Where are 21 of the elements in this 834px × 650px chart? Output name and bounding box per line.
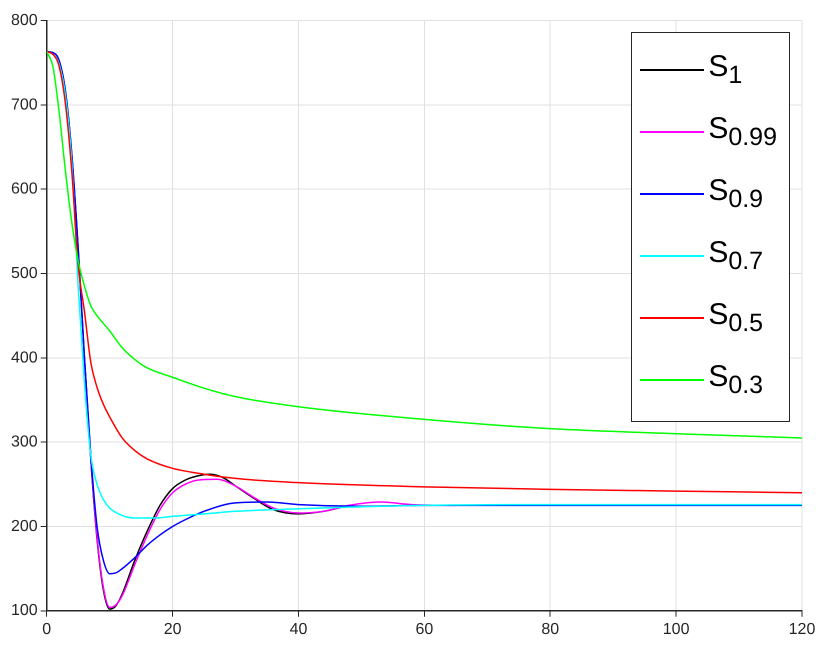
x-tick-label: 40 xyxy=(290,620,308,638)
y-tick-label: 600 xyxy=(10,180,38,198)
y-tick-label: 300 xyxy=(10,434,38,451)
x-tick-label: 120 xyxy=(788,620,816,638)
y-tick-label: 500 xyxy=(10,264,38,282)
legend-label: S$_{0.9}$ xyxy=(708,174,764,214)
x-tick-label: 80 xyxy=(541,620,560,638)
y-tick-label: 400 xyxy=(10,349,38,366)
x-tick-label: 100 xyxy=(662,620,690,638)
y-tick-label: 200 xyxy=(10,518,38,535)
legend-label: S$_{0.5}$ xyxy=(708,298,764,338)
x-tick-label: 0 xyxy=(42,620,52,638)
x-tick-label: 20 xyxy=(164,620,182,638)
legend-label: S$_{0.99}$ xyxy=(708,112,777,152)
x-tick-label: 60 xyxy=(415,620,434,638)
legend-label: S$_{1}$ xyxy=(708,50,742,90)
y-tick-label: 800 xyxy=(10,12,38,30)
legend-label: S$_{0.7}$ xyxy=(708,236,764,276)
y-tick-label: 100 xyxy=(10,602,38,620)
legend-label: S$_{0.3}$ xyxy=(708,360,764,400)
y-tick-label: 700 xyxy=(10,96,38,114)
